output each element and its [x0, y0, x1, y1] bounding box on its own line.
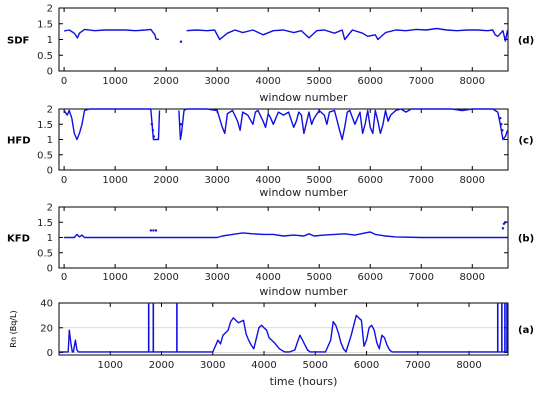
x-tick-label: 7000 — [405, 360, 430, 371]
y-tick-label: 0 — [47, 264, 53, 275]
x-tick-label: 1000 — [102, 175, 127, 186]
x-tick-label: 6000 — [358, 272, 383, 283]
x-tick-label: 5000 — [303, 360, 328, 371]
y-tick-label: 40 — [40, 299, 53, 310]
y-axis-label: Rn (Bq/L) — [9, 310, 18, 347]
x-tick-label: 7000 — [409, 272, 434, 283]
series-line — [63, 108, 509, 141]
x-axis-label: window number — [259, 186, 348, 199]
panel-tag: (b) — [518, 234, 534, 245]
x-tick-label: 3000 — [200, 360, 225, 371]
panel-a: 0 20 40 1000 2000 3000 4000 5000 6000 7000 8000 tim… — [9, 299, 534, 389]
x-tick-label: 4000 — [255, 175, 280, 186]
plot-frame — [58, 302, 509, 356]
x-tick-label: 5000 — [306, 175, 331, 186]
y-tick-label: 1.5 — [37, 19, 53, 30]
y-tick-label: 1 — [47, 35, 53, 46]
data-point — [152, 135, 156, 138]
x-tick-label: 3000 — [204, 76, 229, 87]
x-tick-label: 2000 — [149, 360, 174, 371]
x-tick-label: 5000 — [306, 76, 331, 87]
y-tick-label: 2 — [47, 105, 53, 116]
series-line — [59, 314, 508, 353]
y-tick-label: 0 — [47, 67, 53, 78]
x-tick-label: 4000 — [251, 360, 276, 371]
x-tick-label: 1000 — [102, 272, 127, 283]
x-tick-label: 0 — [61, 175, 67, 186]
plot-frame — [58, 7, 509, 72]
data-point — [152, 229, 155, 232]
x-tick-label: 6000 — [358, 175, 383, 186]
plot-frame — [58, 108, 509, 171]
x-tick-label: 1000 — [98, 360, 123, 371]
x-tick-label: 1000 — [102, 76, 127, 87]
data-point — [504, 221, 507, 224]
x-tick-label: 6000 — [354, 360, 379, 371]
x-axis-label: window number — [259, 285, 348, 298]
y-tick-label: 20 — [40, 323, 53, 334]
series-line — [64, 231, 508, 239]
panel-c: 0 0.5 1 1.5 2 0 1000 2000 3000 4000 5000 6000 7000 80… — [7, 105, 534, 200]
panel-tag: (c) — [518, 136, 533, 147]
data-point — [500, 123, 503, 126]
data-point — [502, 222, 506, 225]
panel-d: 0 0.5 1 1.5 2 0 1000 2000 3000 4000 5000 6000 7000 80… — [7, 4, 534, 105]
x-tick-label: 7000 — [409, 76, 434, 87]
x-tick-label: 5000 — [306, 272, 331, 283]
x-tick-label: 3000 — [204, 272, 229, 283]
x-tick-label: 6000 — [358, 76, 383, 87]
x-tick-label: 4000 — [255, 76, 280, 87]
data-point — [179, 40, 183, 43]
panel-b: 0 0.5 1 1.5 2 0 1000 2000 3000 4000 5000 6000 7000 80… — [7, 203, 534, 299]
y-tick-label: 0.5 — [37, 150, 53, 161]
x-axis-label: time (hours) — [270, 375, 338, 388]
series-line — [63, 27, 509, 42]
y-tick-label: 0 — [47, 348, 53, 359]
x-tick-label: 8000 — [460, 76, 485, 87]
data-point — [501, 227, 505, 230]
y-tick-label: 0.5 — [37, 51, 53, 62]
data-point — [179, 123, 183, 126]
x-tick-label: 0 — [61, 76, 67, 87]
panel-tag: (a) — [518, 325, 534, 336]
x-tick-label: 7000 — [409, 175, 434, 186]
y-axis-label: KFD — [7, 234, 30, 245]
x-tick-label: 8000 — [460, 272, 485, 283]
x-tick-label: 8000 — [460, 175, 485, 186]
y-axis-label: SDF — [7, 36, 29, 47]
data-point — [151, 129, 155, 132]
y-tick-label: 1.5 — [37, 218, 53, 229]
data-point — [499, 116, 502, 120]
data-point — [154, 229, 158, 232]
x-tick-label: 3000 — [204, 175, 229, 186]
x-tick-label: 8000 — [456, 360, 481, 371]
x-tick-label: 2000 — [153, 76, 178, 87]
x-tick-label: 0 — [61, 272, 67, 283]
y-tick-label: 1 — [47, 233, 53, 244]
x-axis-label: window number — [259, 91, 348, 104]
y-axis-label: HFD — [7, 136, 31, 147]
x-tick-label: 4000 — [255, 272, 280, 283]
y-tick-label: 1 — [47, 135, 53, 146]
panel-tag: (d) — [518, 36, 534, 47]
x-tick-label: 2000 — [153, 272, 178, 283]
y-tick-label: 0.5 — [37, 248, 53, 259]
y-tick-label: 1.5 — [37, 120, 53, 131]
data-point — [501, 129, 504, 132]
y-tick-label: 2 — [47, 203, 53, 214]
data-point — [150, 123, 154, 126]
x-tick-label: 2000 — [153, 175, 178, 186]
y-tick-label: 2 — [47, 4, 53, 15]
data-point — [149, 229, 153, 232]
y-tick-label: 0 — [47, 166, 53, 177]
